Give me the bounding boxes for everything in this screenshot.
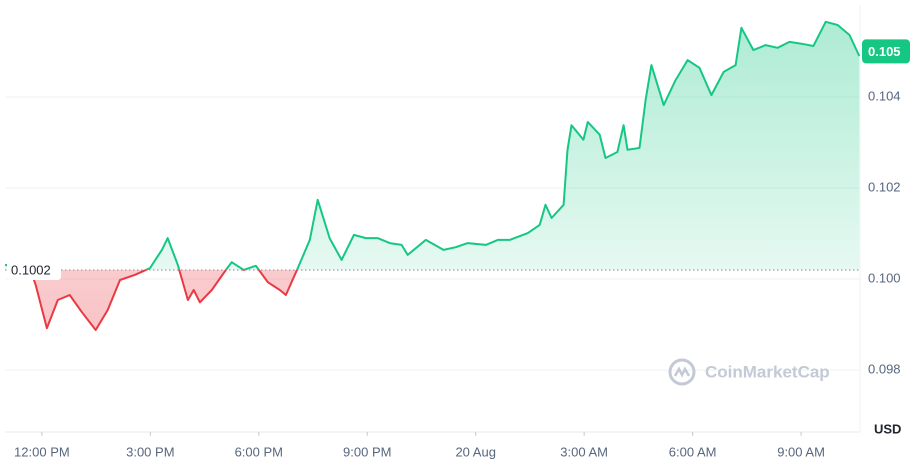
area-below [30, 269, 297, 330]
line-above [4, 20, 861, 270]
area [5, 21, 860, 270]
y-tick-label: 0.100 [868, 270, 901, 285]
area [30, 269, 297, 330]
watermark-text: CoinMarketCap [705, 362, 830, 381]
x-tick-label: 3:00 PM [126, 444, 174, 459]
y-tick-label: 0.102 [868, 179, 901, 194]
x-tick-label: 12:00 PM [14, 444, 70, 459]
x-tick-label: 6:00 AM [669, 444, 717, 459]
x-tick-label: 20 Aug [455, 444, 496, 459]
x-tick-label: 3:00 AM [560, 444, 608, 459]
unit-label: USD [874, 421, 901, 436]
y-tick-label: 0.104 [868, 88, 901, 103]
baseline-label: 0.1002 [11, 262, 51, 277]
price-tag [862, 39, 910, 64]
y-tick-label: 0.098 [868, 362, 901, 377]
x-tick-label: 9:00 AM [777, 444, 825, 459]
price-tag-label: 0.105 [868, 44, 901, 59]
baseline-label-bg [7, 259, 61, 280]
x-tick-label: 9:00 PM [343, 444, 391, 459]
price-line [4, 20, 861, 270]
area-above [5, 21, 860, 270]
x-tick-label: 6:00 PM [235, 444, 283, 459]
watermark: CoinMarketCap [668, 358, 830, 386]
